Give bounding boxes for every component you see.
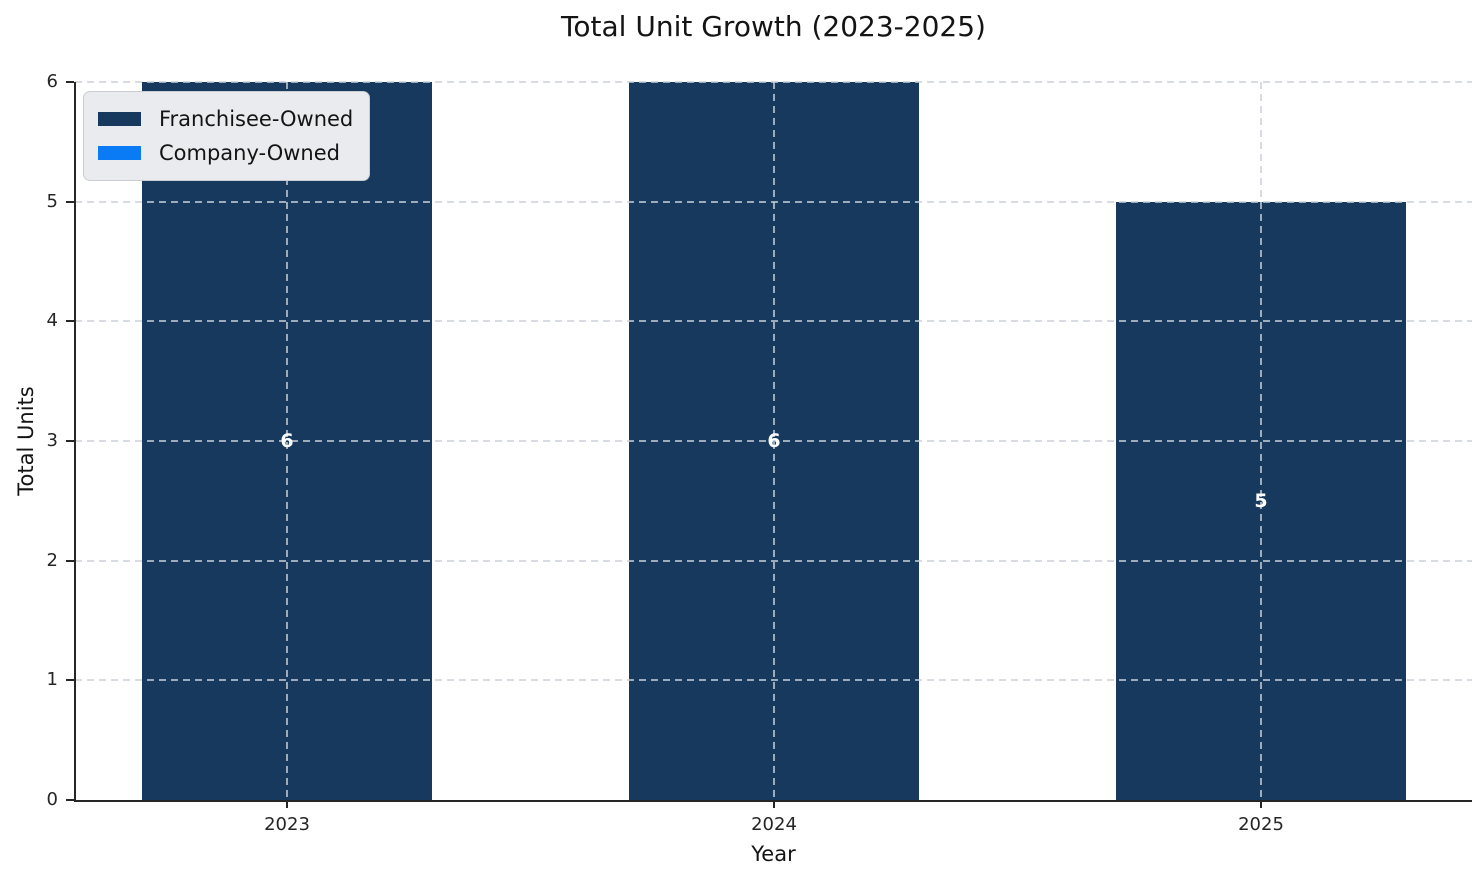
y-tick-1 — [66, 679, 74, 682]
y-tick-label-4: 4 — [46, 310, 58, 332]
y-axis-spine — [74, 82, 76, 800]
y-tick-label-3: 3 — [46, 430, 58, 451]
y-tick-label-6: 6 — [46, 71, 58, 92]
y-tick-label-2: 2 — [46, 549, 58, 571]
y-tick-0 — [66, 799, 74, 801]
plot-area: Year Total Units Franchisee-Owned Compan… — [14, 71, 1472, 866]
x-tick-2025 — [1260, 800, 1262, 808]
chart-title: Total Unit Growth (2023-2025) — [561, 10, 986, 43]
y-tick-2 — [66, 559, 74, 562]
y-tick-label-1: 1 — [46, 669, 58, 691]
legend-label: Company-Owned — [159, 141, 340, 165]
bar-value-label-2025: 5 — [1254, 489, 1268, 512]
legend-swatch-company-owned — [98, 146, 141, 160]
x-tick-label-2024: 2024 — [751, 814, 797, 835]
x-tick-label-2023: 2023 — [264, 814, 310, 835]
bar-value-label-2024: 6 — [767, 430, 781, 452]
y-tick-label-0: 0 — [46, 789, 58, 810]
y-tick-6 — [66, 81, 74, 83]
legend: Franchisee-Owned Company-Owned — [83, 91, 371, 181]
x-tick-label-2025: 2025 — [1238, 814, 1284, 835]
y-tick-label-5: 5 — [46, 190, 58, 212]
gridline-x-2024 — [773, 82, 775, 800]
bar-value-label-2023: 6 — [280, 430, 294, 452]
legend-label: Franchisee-Owned — [159, 107, 354, 131]
legend-item-franchisee-owned: Franchisee-Owned — [98, 102, 353, 136]
legend-swatch-franchisee-owned — [98, 112, 141, 126]
x-tick-2024 — [773, 800, 775, 808]
y-tick-4 — [66, 320, 74, 323]
y-tick-5 — [66, 200, 74, 203]
gridline-x-2025 — [1260, 82, 1262, 800]
x-tick-2023 — [286, 800, 288, 808]
x-axis-title: Year — [751, 842, 796, 866]
legend-item-company-owned: Company-Owned — [98, 136, 353, 170]
y-tick-3 — [66, 440, 74, 442]
gridline-x-2023 — [286, 82, 288, 800]
